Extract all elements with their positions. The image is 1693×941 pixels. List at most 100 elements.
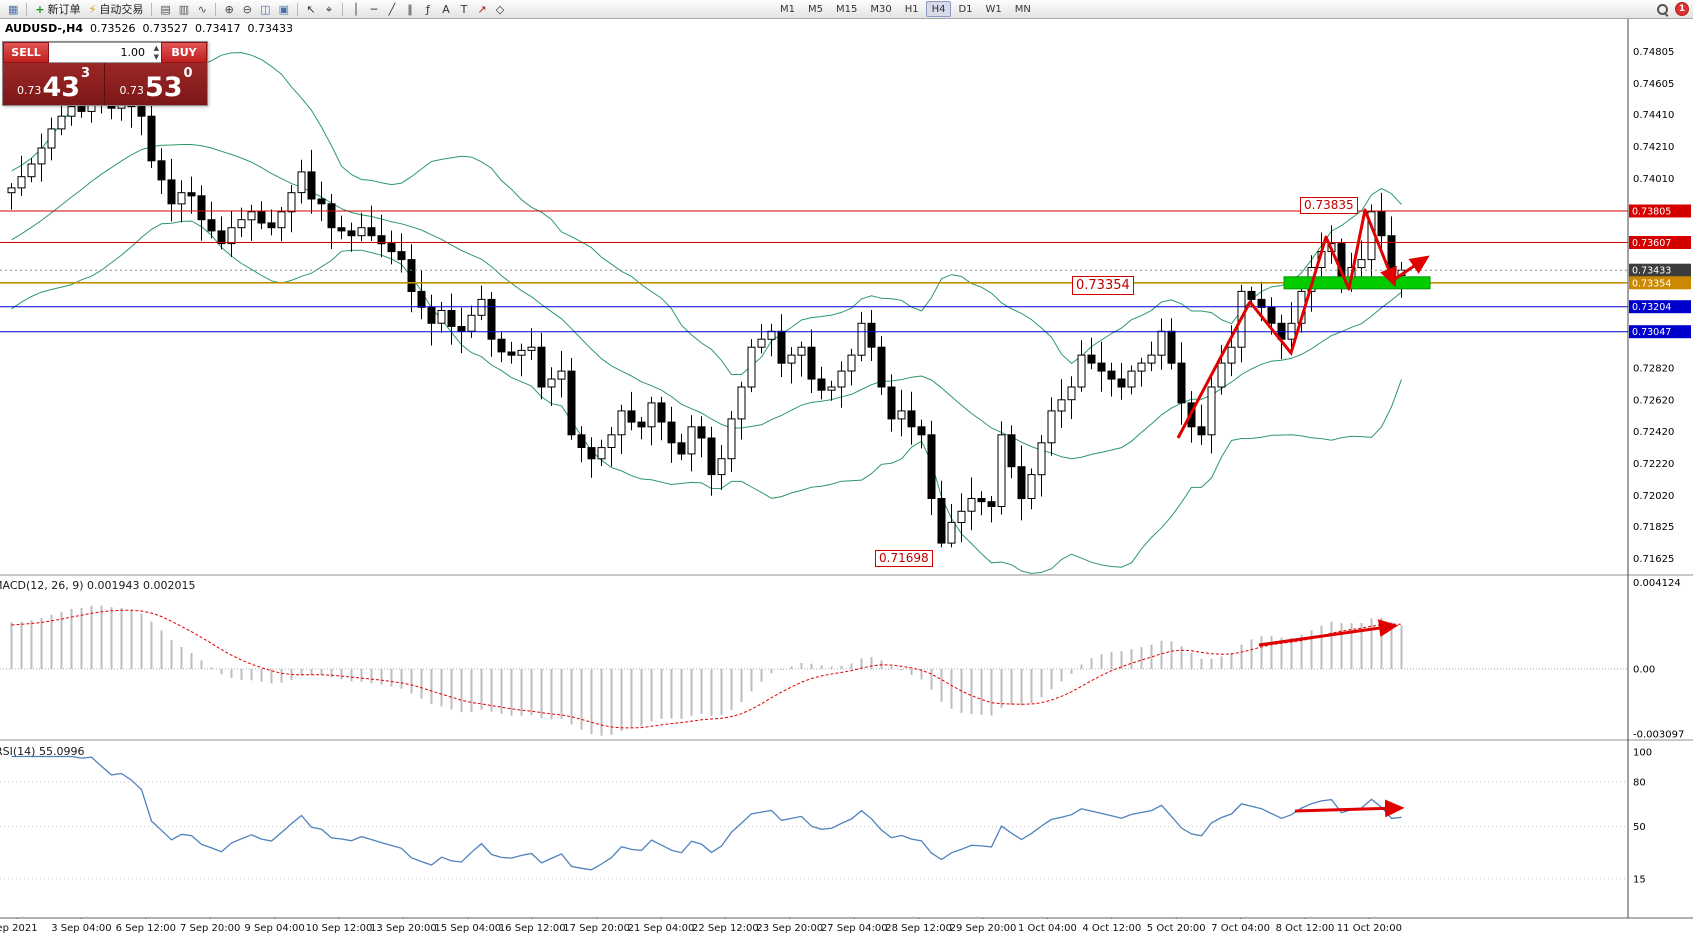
candle xyxy=(697,426,706,439)
timeframe-group: M1 M5 M15 M30 H1 H4 D1 W1 MN xyxy=(774,1,1037,17)
candle xyxy=(57,115,66,130)
data-window-button[interactable]: ▣ xyxy=(275,1,293,18)
timeframe-w1[interactable]: W1 xyxy=(985,3,1002,15)
line-chart-button[interactable]: ∿ xyxy=(193,1,211,18)
volume-input[interactable] xyxy=(49,43,161,62)
timeframe-m5[interactable]: M5 xyxy=(807,3,823,15)
time-axis-label: 8 Oct 12:00 xyxy=(1275,923,1335,934)
candle xyxy=(1027,474,1036,500)
buy-price-display[interactable]: 0.73 53 0 xyxy=(105,63,207,105)
candle xyxy=(237,219,246,229)
toolbar-separator xyxy=(26,2,28,16)
shapes-icon: ◇ xyxy=(495,2,505,16)
time-axis-label: ep 2021 xyxy=(0,923,38,934)
candle xyxy=(277,211,286,229)
candle xyxy=(347,230,356,237)
candlestick-chart-button[interactable]: ▥ xyxy=(175,1,193,18)
candle xyxy=(837,370,846,388)
buy-button[interactable]: BUY xyxy=(161,42,207,63)
candle xyxy=(807,346,816,380)
candle xyxy=(47,128,56,149)
macd-axis-label: -0.003097 xyxy=(1633,729,1684,740)
timeframe-mn[interactable]: MN xyxy=(1014,3,1031,15)
candle xyxy=(967,498,976,512)
candle xyxy=(1357,259,1366,269)
volume-increase-button[interactable]: ▲ xyxy=(153,44,159,52)
candle xyxy=(1257,298,1266,308)
notification-badge[interactable]: 1 xyxy=(1675,2,1689,16)
candle xyxy=(1127,370,1136,388)
sell-button[interactable]: SELL xyxy=(3,42,49,63)
candle xyxy=(767,330,776,340)
bollinger-middle-band xyxy=(11,144,1402,460)
vertical-line-button[interactable]: │ xyxy=(347,1,365,18)
candle xyxy=(567,370,576,436)
rsi-indicator-value: 55.0996 xyxy=(38,745,85,758)
crosshair-icon: ⌖ xyxy=(325,2,333,16)
candle xyxy=(427,306,436,324)
horizontal-line-icon: ─ xyxy=(370,2,378,16)
price-axis-tag xyxy=(1629,276,1691,290)
volume-decrease-button[interactable]: ▼ xyxy=(153,53,159,61)
price-axis-tag-value: 0.73433 xyxy=(1632,266,1671,277)
candle xyxy=(717,458,726,476)
text-button[interactable]: A xyxy=(437,1,455,18)
symbol-name: AUDUSD-,H4 xyxy=(5,22,84,35)
tile-windows-button[interactable]: ◫ xyxy=(256,1,274,18)
buy-price-prefix: 0.73 xyxy=(119,84,144,98)
fibonacci-icon: ƒ xyxy=(426,2,430,16)
trendline-button[interactable]: ╱ xyxy=(383,1,401,18)
new-order-icon: + xyxy=(35,2,45,16)
price-axis-tag-value: 0.73204 xyxy=(1632,302,1671,313)
fibonacci-button[interactable]: ƒ xyxy=(419,1,437,18)
timeframe-m1[interactable]: M1 xyxy=(779,3,795,15)
macd-signal-line xyxy=(11,609,1402,729)
shapes-button[interactable]: ◇ xyxy=(491,1,509,18)
candle xyxy=(707,437,716,476)
candle xyxy=(777,330,786,364)
autotrading-button[interactable]: ⚡ 自动交易 xyxy=(85,1,148,18)
candle xyxy=(327,203,336,229)
timeframe-m30[interactable]: M30 xyxy=(870,3,892,15)
crosshair-button[interactable]: ⌖ xyxy=(320,1,338,18)
bar-chart-button[interactable]: ▤ xyxy=(156,1,174,18)
new-order-button[interactable]: + 新订单 xyxy=(31,1,84,18)
price-axis-label: 0.74410 xyxy=(1633,110,1674,121)
candle xyxy=(247,211,256,221)
channel-button[interactable]: ∥ xyxy=(401,1,419,18)
time-axis-label: 17 Sep 20:00 xyxy=(563,923,630,934)
profile-button[interactable]: ▦ xyxy=(4,1,22,18)
candle xyxy=(457,326,466,332)
ohlc-low: 0.73417 xyxy=(195,22,241,35)
time-axis-label: 1 Oct 04:00 xyxy=(1017,923,1077,934)
zoom-out-icon: ⊖ xyxy=(242,2,252,16)
rsi-axis-label: 80 xyxy=(1633,777,1646,788)
cursor-button[interactable]: ↖ xyxy=(302,1,320,18)
timeframe-m15[interactable]: M15 xyxy=(835,3,858,15)
candle xyxy=(617,410,626,436)
timeframe-h4[interactable]: H4 xyxy=(925,1,952,17)
arrows-tool-button[interactable]: ↗ xyxy=(473,1,491,18)
candle xyxy=(467,314,476,332)
zoom-in-button[interactable]: ⊕ xyxy=(220,1,238,18)
price-axis-label: 0.74805 xyxy=(1633,47,1674,58)
search-icon[interactable] xyxy=(1656,3,1669,16)
label-button[interactable]: T xyxy=(455,1,473,18)
sell-price-sup: 3 xyxy=(81,66,91,81)
timeframe-d1[interactable]: D1 xyxy=(958,3,973,15)
timeframe-h1[interactable]: H1 xyxy=(904,3,919,15)
candle xyxy=(1377,211,1386,237)
ohlc-open: 0.73526 xyxy=(90,22,136,35)
candle xyxy=(177,192,186,205)
candle xyxy=(337,227,346,232)
sell-price-display[interactable]: 0.73 43 3 xyxy=(3,63,105,105)
price-label-high: 0.73835 xyxy=(1300,197,1358,214)
candle xyxy=(667,421,676,444)
vertical-line-icon: │ xyxy=(352,2,360,16)
zoom-out-button[interactable]: ⊖ xyxy=(238,1,256,18)
profile-icon: ▦ xyxy=(8,2,19,16)
candle xyxy=(387,243,396,253)
toolbar-separator xyxy=(296,2,298,16)
horizontal-line-button[interactable]: ─ xyxy=(365,1,383,18)
